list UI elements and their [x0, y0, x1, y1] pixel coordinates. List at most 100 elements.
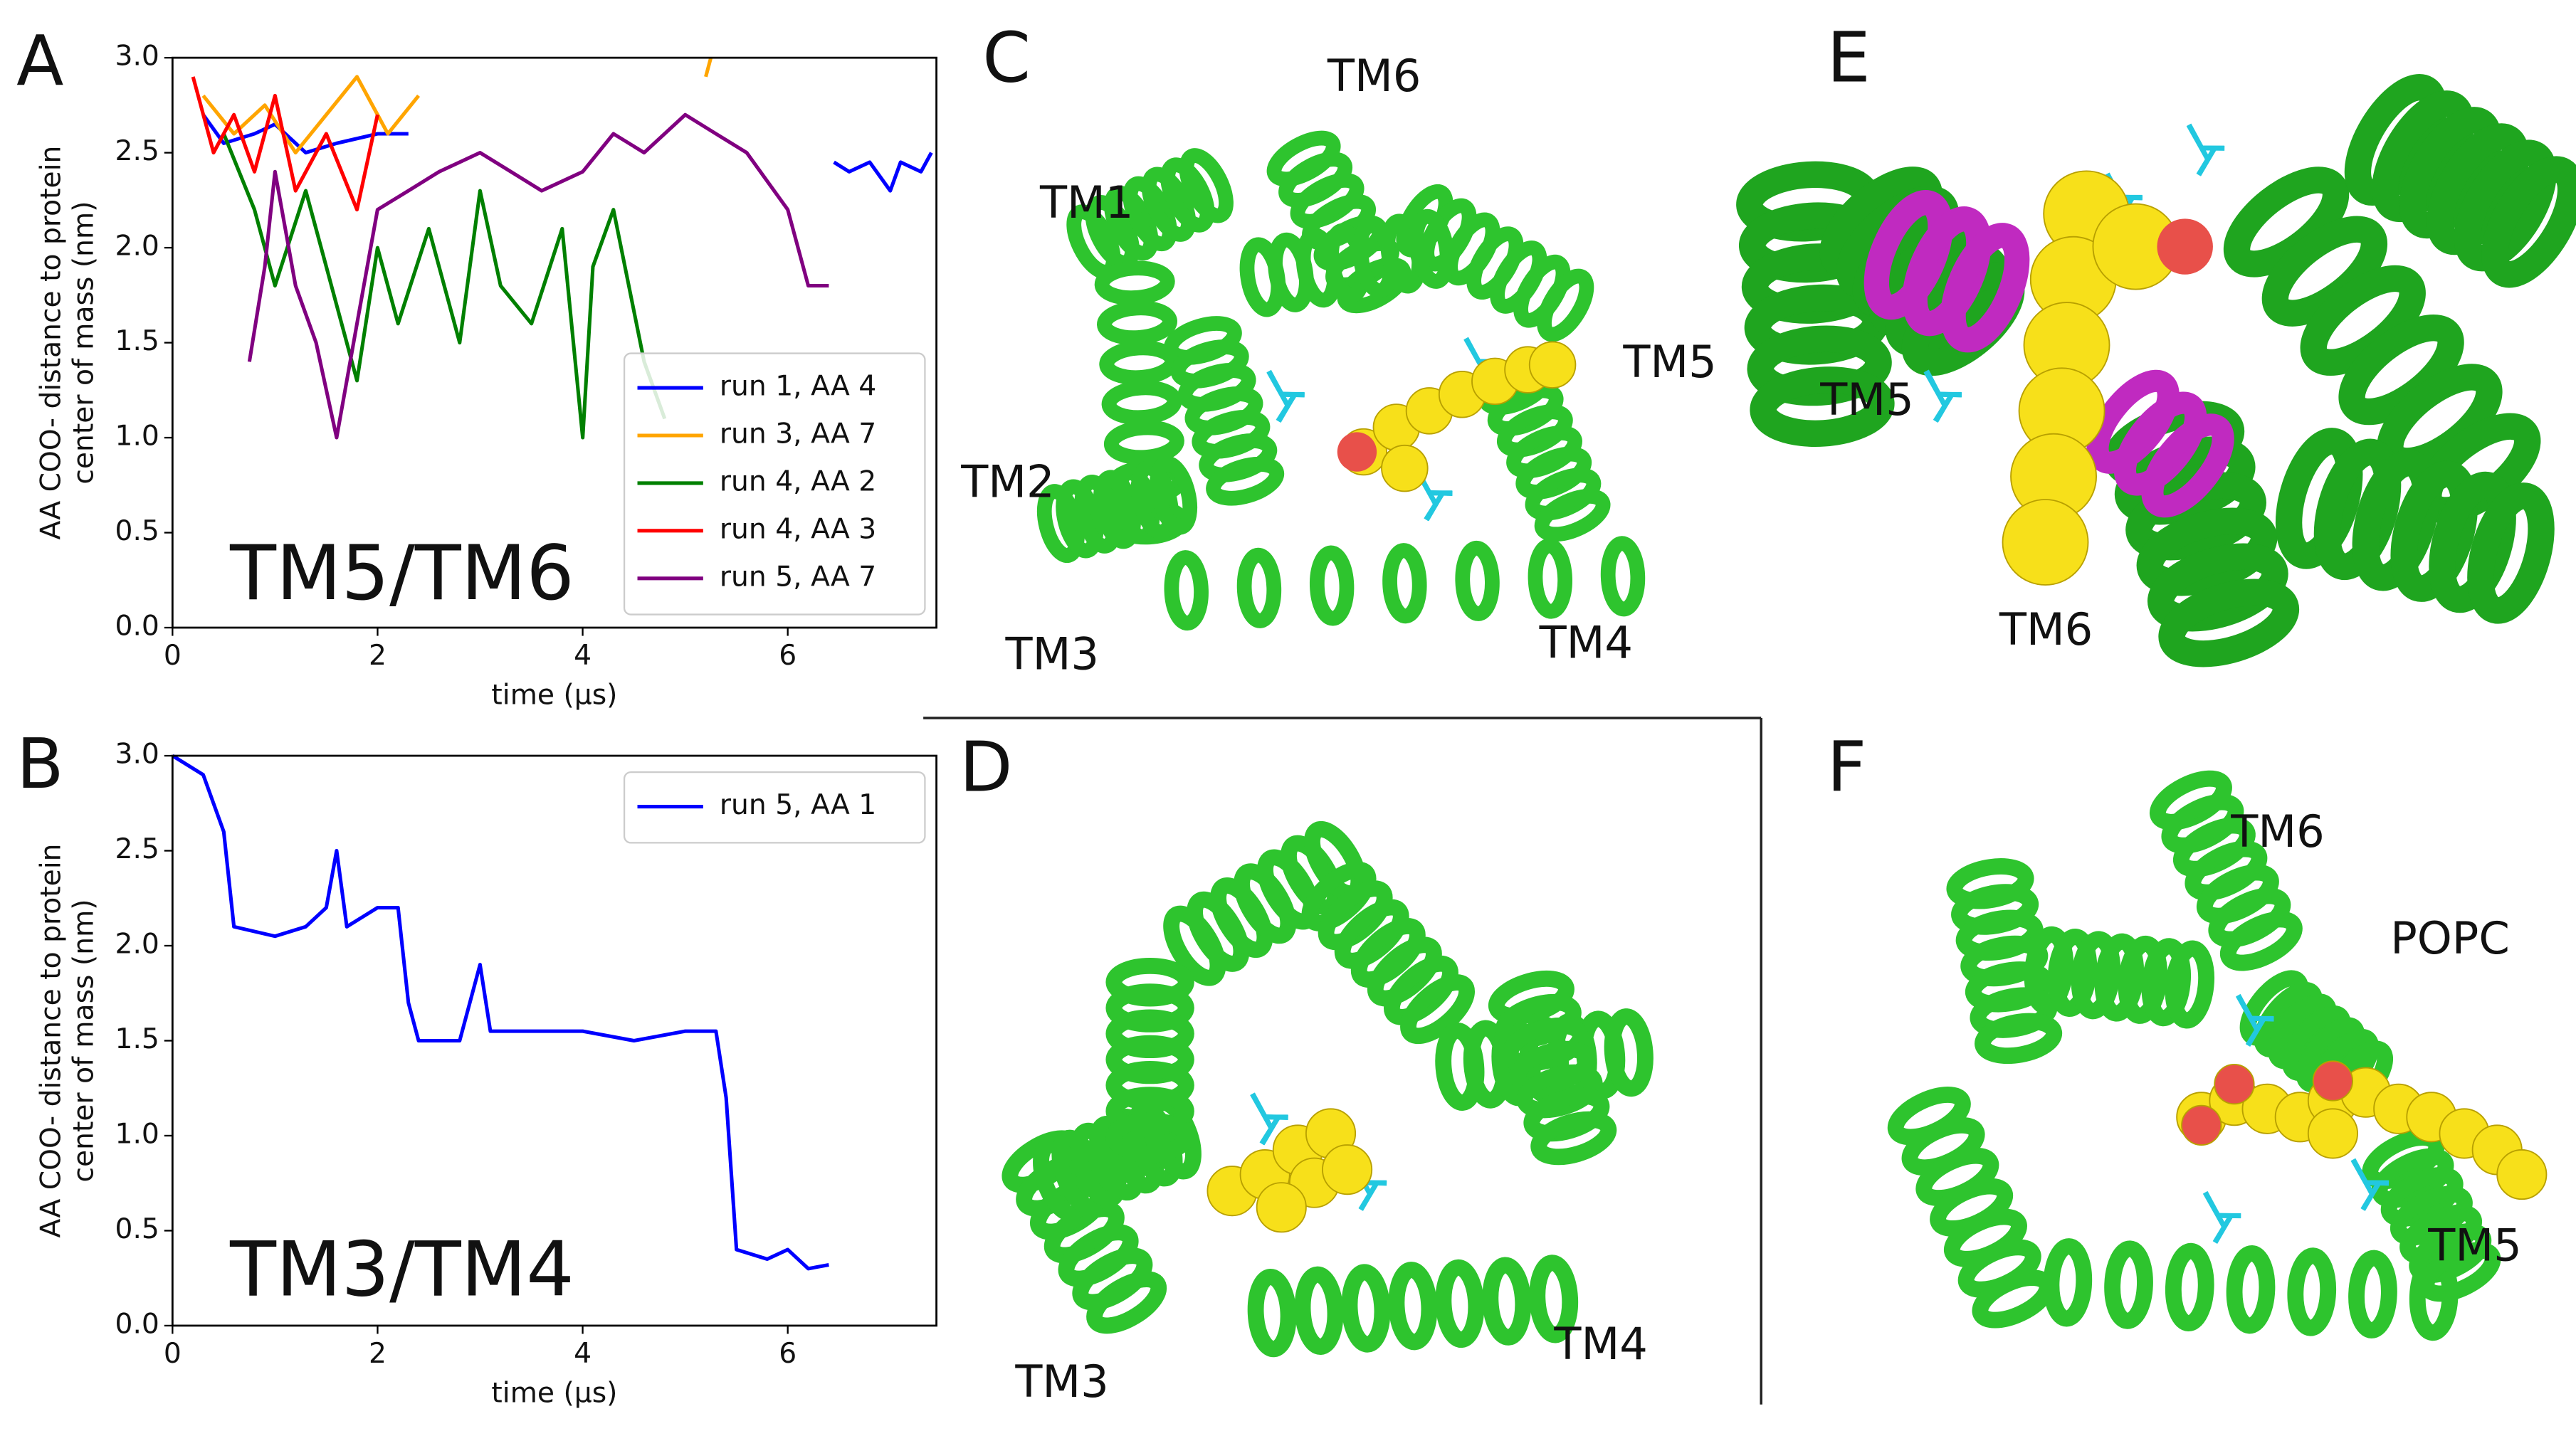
helix-turn: [2147, 543, 2288, 632]
helix-turn: [1097, 300, 1177, 346]
helix-turn: [1056, 479, 1104, 559]
legend-box: [623, 352, 926, 616]
residue-stick: [1424, 492, 1445, 522]
helix-turn: [2348, 1250, 2397, 1338]
helix-label: TM4: [1539, 616, 1633, 668]
helix-turn: [1179, 148, 1234, 223]
y-tick-label: 1.5: [115, 1023, 159, 1055]
helix-turn: [2352, 449, 2440, 591]
y-axis-label: AA COO- distance to protein: [35, 146, 67, 540]
legend-label: run 4, AA 2: [720, 465, 876, 497]
residue-stick: [1358, 1181, 1379, 1211]
helix-turn: [1104, 185, 1159, 261]
helix-turn: [2165, 1242, 2214, 1332]
helix-turn: [2371, 1148, 2454, 1208]
helix-turn: [2024, 926, 2074, 1015]
atom-sphere: [2214, 1064, 2255, 1105]
panel-letter: E: [1827, 17, 1871, 97]
helix-turn: [2390, 1186, 2473, 1246]
helix-turn: [1600, 536, 1646, 617]
helix-turn: [2094, 933, 2145, 1022]
residue-stick: [1259, 1116, 1281, 1146]
residue-stick: [2236, 993, 2260, 1031]
helix-turn: [1074, 474, 1123, 554]
helix-turn: [1236, 547, 1282, 628]
helix-turn: [2429, 471, 2516, 613]
helix-turn: [1247, 1268, 1297, 1358]
x-tick-label: 2: [369, 640, 387, 672]
y-tick-label: 0.5: [115, 1213, 159, 1245]
helix-turn: [2275, 428, 2363, 569]
helix-turn: [2399, 1204, 2483, 1264]
x-tick-label: 2: [369, 1338, 387, 1370]
panel-letter: D: [960, 727, 1013, 807]
series-line: [201, 57, 713, 155]
helix-label: TM3: [1014, 1356, 1108, 1408]
helix-turn: [1972, 1269, 2056, 1329]
x-axis-label: time (μs): [491, 1377, 617, 1409]
helix-turn: [1400, 974, 1476, 1045]
residue-stick: [1250, 1092, 1274, 1130]
y-axis-label: center of mass (nm): [68, 201, 100, 484]
annotation: TM3/TM4: [229, 1226, 574, 1314]
helix-label: TM6: [1327, 50, 1421, 102]
helix-turn: [2118, 935, 2168, 1024]
y-tick-label: 2.5: [115, 833, 159, 865]
helix-turn: [2136, 507, 2278, 596]
panel-letter: C: [982, 17, 1031, 97]
helix-label: TM1: [1039, 176, 1133, 228]
helix-turn: [1309, 545, 1355, 626]
helix-turn: [2287, 1247, 2337, 1336]
helix-turn: [1528, 538, 1572, 619]
residue-stick: [2212, 1214, 2234, 1244]
helix-turn: [1534, 489, 1611, 542]
helix-turn: [2409, 1223, 2492, 1284]
y-tick-label: 0.5: [115, 515, 159, 547]
helix-label: TM3: [1005, 628, 1099, 680]
helix-turn: [1086, 1271, 1167, 1334]
x-tick-label: 0: [164, 1338, 182, 1370]
helix-turn: [1093, 470, 1141, 549]
atom-sphere: [1337, 432, 1377, 472]
helix-turn: [1105, 1112, 1194, 1162]
residue-stick: [2187, 123, 2210, 161]
residue-stick: [2203, 1190, 2227, 1228]
helix-turn: [2467, 482, 2555, 624]
series-line: [172, 754, 829, 1271]
helix-turn: [2219, 911, 2303, 971]
y-tick-label: 1.0: [115, 1118, 159, 1150]
y-tick-label: 3.0: [115, 739, 159, 771]
helix-turn: [2165, 940, 2214, 1029]
helix-turn: [1341, 1264, 1391, 1353]
annotation: TM5/TM6: [229, 529, 574, 618]
residue-stick: [2245, 1017, 2266, 1047]
legend-label: run 1, AA 4: [720, 371, 876, 403]
residue-stick: [2251, 1015, 2274, 1022]
helix-turn: [1130, 460, 1179, 540]
series-line: [222, 133, 667, 440]
helix-turn: [1482, 1257, 1532, 1346]
atom-sphere: [1322, 1144, 1373, 1195]
panel-letter: A: [16, 21, 63, 101]
residue-stick: [1933, 393, 1955, 423]
helix-turn: [2362, 1129, 2445, 1190]
helix-turn: [2047, 929, 2098, 1018]
residue-stick: [2196, 147, 2217, 176]
helix-label: TM5: [1622, 336, 1716, 388]
helix-turn: [1382, 543, 1427, 624]
helix-label: TM5: [2427, 1220, 2521, 1272]
x-axis-label: time (μs): [491, 679, 617, 711]
x-tick-label: 6: [779, 640, 797, 672]
helix-turn: [1435, 1259, 1485, 1348]
residue-stick: [1266, 369, 1290, 407]
helix-turn: [2481, 156, 2576, 288]
helix-turn: [1975, 1013, 2063, 1065]
atom-sphere: [2157, 218, 2213, 275]
helix-turn: [2141, 413, 2234, 518]
y-tick-label: 1.5: [115, 325, 159, 357]
helix-turn: [1409, 208, 1455, 289]
legend-label: run 5, AA 1: [720, 789, 876, 821]
helix-turn: [1294, 1266, 1344, 1355]
helix-turn: [2313, 438, 2402, 581]
